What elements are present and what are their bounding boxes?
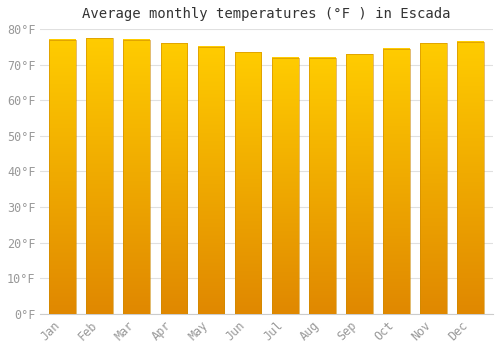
Title: Average monthly temperatures (°F ) in Escada: Average monthly temperatures (°F ) in Es…	[82, 7, 451, 21]
Bar	[458, 42, 484, 314]
Bar	[309, 57, 336, 314]
Bar	[198, 47, 224, 314]
Bar	[420, 43, 447, 314]
Bar	[272, 57, 298, 314]
Bar	[383, 49, 410, 314]
Bar	[49, 40, 76, 314]
Bar	[86, 38, 113, 314]
Bar	[235, 52, 262, 314]
Bar	[124, 40, 150, 314]
Bar	[346, 54, 373, 314]
Bar	[160, 43, 188, 314]
